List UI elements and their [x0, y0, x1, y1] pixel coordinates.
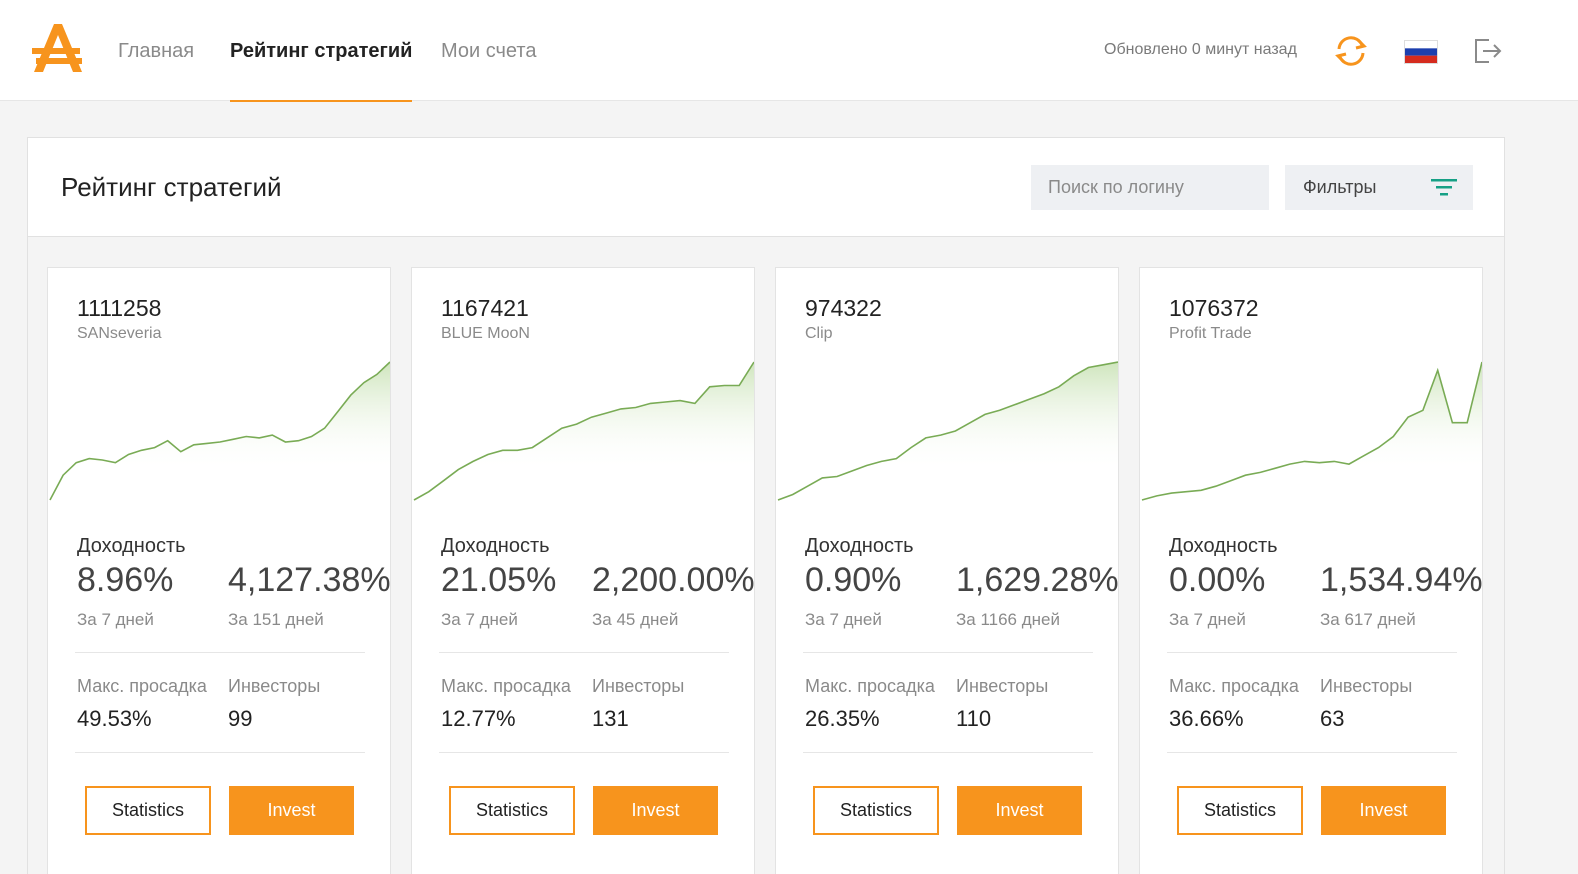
account-login: BLUE MooN — [441, 325, 530, 342]
nav-item-home[interactable]: Главная — [118, 40, 195, 62]
yield-7d-period: За 7 дней — [1169, 610, 1246, 629]
yield-7d-period: За 7 дней — [77, 610, 154, 629]
yield-7d-value: 0.90% — [805, 561, 902, 599]
max-drawdown-value: 26.35% — [805, 706, 880, 731]
account-number: 1076372 — [1169, 295, 1259, 321]
account-number: 974322 — [805, 295, 882, 321]
yield-total-period: За 151 дней — [228, 610, 324, 629]
sparkline-line — [49, 361, 390, 501]
investors-value: 99 — [228, 706, 253, 731]
sparkline-line — [1141, 361, 1482, 501]
account-number: 1111258 — [77, 295, 162, 321]
divider — [75, 752, 365, 753]
invest-button[interactable]: Invest — [229, 786, 354, 835]
investors-label: Инвесторы — [592, 676, 685, 696]
max-drawdown-value: 36.66% — [1169, 706, 1244, 731]
sparkline-line — [777, 361, 1118, 501]
panel-header: Рейтинг стратегий Фильтры — [28, 138, 1504, 237]
invest-button[interactable]: Invest — [593, 786, 718, 835]
account-login: Profit Trade — [1169, 325, 1252, 342]
strategy-card: 974322 Clip Доходность 0.90% 1,629.28% З… — [775, 267, 1119, 874]
max-drawdown-label: Макс. просадка — [805, 676, 935, 696]
strategy-card: 1167421 BLUE MooN Доходность 21.05% 2,20… — [411, 267, 755, 874]
divider — [1167, 752, 1457, 753]
statistics-button[interactable]: Statistics — [449, 786, 575, 835]
equity-sparkline — [413, 361, 754, 508]
nav-item-my-accounts[interactable]: Мои счета — [441, 40, 537, 62]
max-drawdown-label: Макс. просадка — [441, 676, 571, 696]
yield-total-period: За 45 дней — [592, 610, 679, 629]
sparkline-area — [778, 362, 1118, 508]
yield-label: Доходность — [805, 535, 914, 557]
yield-label: Доходность — [441, 535, 550, 557]
page-title: Рейтинг стратегий — [61, 172, 282, 202]
logo-icon[interactable] — [30, 22, 84, 74]
sparkline-line — [413, 361, 754, 501]
top-header: Главная Рейтинг стратегий Мои счета Обно… — [0, 0, 1578, 102]
login-search-input[interactable] — [1031, 165, 1269, 210]
max-drawdown-value: 12.77% — [441, 706, 516, 731]
refresh-icon[interactable] — [1334, 35, 1368, 67]
investors-value: 110 — [956, 706, 992, 731]
yield-total-value: 1,629.28% — [956, 561, 1119, 599]
yield-label: Доходность — [77, 535, 186, 557]
filters-label: Фильтры — [1303, 177, 1377, 197]
filter-icon — [1431, 179, 1457, 196]
yield-total-value: 4,127.38% — [228, 561, 391, 599]
investors-label: Инвесторы — [228, 676, 321, 696]
max-drawdown-label: Макс. просадка — [77, 676, 207, 696]
nav-item-strategy-rating[interactable]: Рейтинг стратегий — [230, 0, 413, 102]
russia-flag-icon[interactable] — [1404, 40, 1438, 64]
yield-label: Доходность — [1169, 535, 1278, 557]
account-login: Clip — [805, 325, 833, 342]
yield-7d-period: За 7 дней — [805, 610, 882, 629]
account-number: 1167421 — [441, 295, 529, 321]
logout-icon[interactable] — [1472, 36, 1502, 66]
sparkline-area — [414, 362, 754, 508]
divider — [439, 752, 729, 753]
statistics-button[interactable]: Statistics — [813, 786, 939, 835]
equity-sparkline — [777, 361, 1118, 508]
strategy-card: 1076372 Profit Trade Доходность 0.00% 1,… — [1139, 267, 1483, 874]
max-drawdown-label: Макс. просадка — [1169, 676, 1299, 696]
divider — [75, 652, 365, 653]
yield-total-period: За 1166 дней — [956, 610, 1060, 629]
investors-label: Инвесторы — [956, 676, 1049, 696]
investors-value: 131 — [592, 706, 629, 731]
filters-button[interactable]: Фильтры — [1285, 165, 1473, 210]
yield-total-value: 2,200.00% — [592, 561, 755, 599]
account-login: SANseveria — [77, 325, 162, 342]
divider — [803, 652, 1093, 653]
invest-button[interactable]: Invest — [957, 786, 1082, 835]
investors-value: 63 — [1320, 706, 1345, 731]
yield-7d-value: 8.96% — [77, 561, 174, 599]
sparkline-area — [50, 362, 390, 508]
sparkline-area — [1142, 362, 1482, 508]
invest-button[interactable]: Invest — [1321, 786, 1446, 835]
investors-label: Инвесторы — [1320, 676, 1413, 696]
equity-sparkline — [1141, 361, 1482, 508]
yield-7d-value: 21.05% — [441, 561, 557, 599]
yield-total-value: 1,534.94% — [1320, 561, 1483, 599]
last-updated-text: Обновлено 0 минут назад — [1104, 41, 1297, 58]
divider — [439, 652, 729, 653]
max-drawdown-value: 49.53% — [77, 706, 152, 731]
divider — [1167, 652, 1457, 653]
divider — [803, 752, 1093, 753]
strategy-card: 1111258 SANseveria Доходность 8.96% 4,12… — [47, 267, 391, 874]
yield-total-period: За 617 дней — [1320, 610, 1416, 629]
statistics-button[interactable]: Statistics — [1177, 786, 1303, 835]
yield-7d-period: За 7 дней — [441, 610, 518, 629]
equity-sparkline — [49, 361, 390, 508]
yield-7d-value: 0.00% — [1169, 561, 1266, 599]
statistics-button[interactable]: Statistics — [85, 786, 211, 835]
